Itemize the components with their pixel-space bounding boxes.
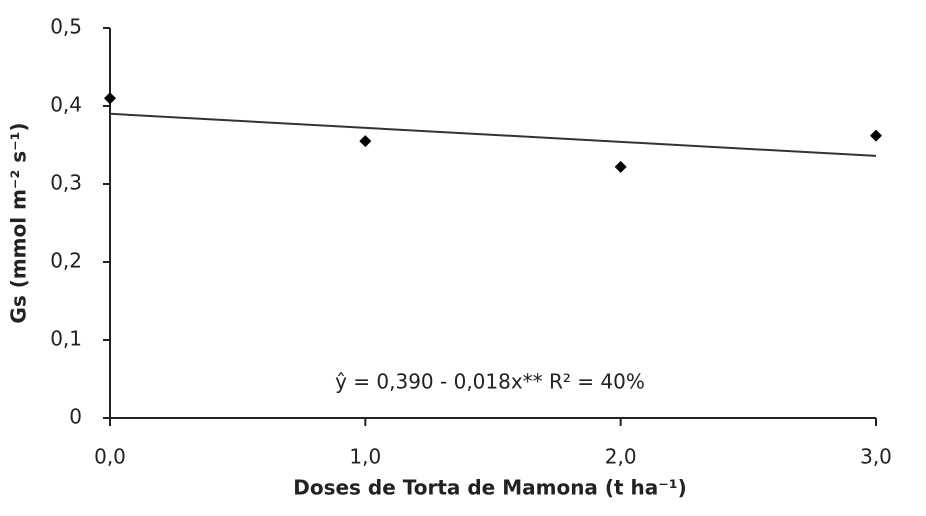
y-axis-label: Gs (mmol m⁻² s⁻¹) bbox=[7, 122, 31, 323]
y-tick-label: 0,2 bbox=[50, 249, 82, 273]
data-point bbox=[614, 160, 627, 173]
y-tick-label: 0,4 bbox=[50, 93, 82, 117]
x-axis-label: Doses de Torta de Mamona (t ha⁻¹) bbox=[293, 476, 687, 500]
y-tick-label: 0,1 bbox=[50, 327, 82, 351]
x-tick-label: 1,0 bbox=[349, 445, 381, 469]
y-tick-label: 0,5 bbox=[50, 15, 82, 39]
x-tick-label: 2,0 bbox=[605, 445, 637, 469]
data-point bbox=[104, 92, 116, 105]
data-point bbox=[870, 129, 882, 142]
x-tick-label: 0,0 bbox=[94, 445, 126, 469]
y-tick-label: 0,3 bbox=[50, 171, 82, 195]
data-point bbox=[359, 135, 372, 148]
trend-line bbox=[109, 112, 877, 157]
x-tick-label: 3,0 bbox=[860, 445, 892, 469]
annotation: ŷ = 0,390 - 0,018x** R² = 40% bbox=[335, 370, 645, 394]
y-tick-label: 0 bbox=[69, 405, 82, 429]
